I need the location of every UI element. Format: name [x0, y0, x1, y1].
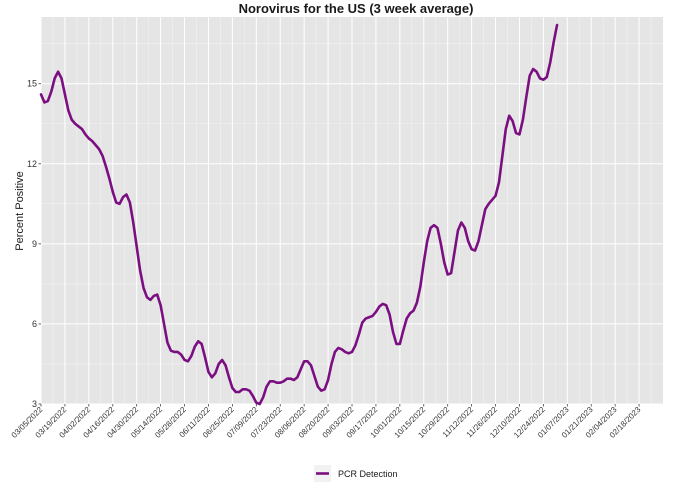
- series-line-pcr-detection: [39, 23, 559, 406]
- chart-title: Norovirus for the US (3 week average): [239, 1, 474, 16]
- grid-minor: [41, 17, 663, 404]
- legend: PCR Detection: [314, 465, 398, 482]
- y-tick-label: 3: [32, 399, 37, 409]
- grid-major: [40, 17, 663, 405]
- x-axis: 03/05/202203/19/202204/02/202204/16/2022…: [10, 404, 643, 440]
- y-axis-label: Percent Positive: [14, 171, 26, 250]
- y-axis: 3 6 9 12 15: [27, 79, 41, 409]
- legend-label: PCR Detection: [338, 469, 398, 479]
- y-tick-label: 6: [32, 319, 37, 329]
- y-tick-label: 12: [27, 159, 37, 169]
- y-tick-label: 15: [27, 79, 37, 89]
- y-tick-label: 9: [32, 239, 37, 249]
